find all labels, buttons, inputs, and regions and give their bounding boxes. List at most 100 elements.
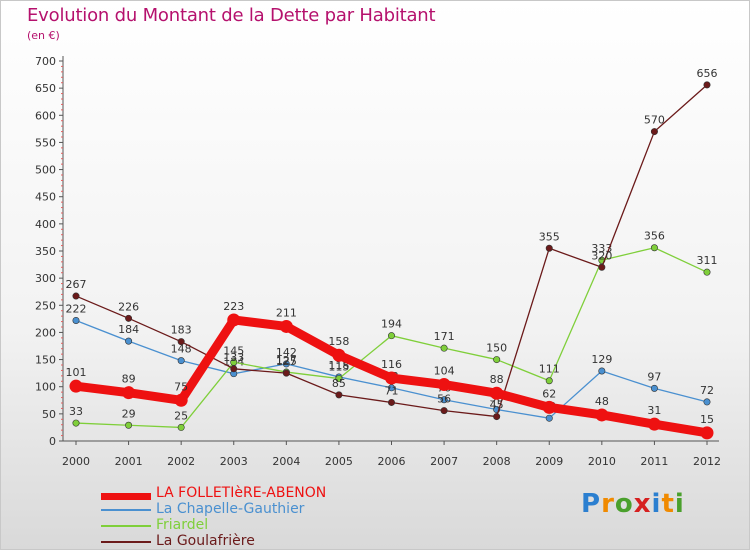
legend-swatch bbox=[101, 525, 151, 527]
y-tick-label: 250 bbox=[35, 299, 56, 312]
data-label: 31 bbox=[647, 404, 661, 417]
data-point bbox=[545, 414, 553, 422]
data-point bbox=[279, 319, 293, 333]
data-label: 29 bbox=[122, 407, 136, 420]
legend-item-friardel: Friardel bbox=[101, 517, 401, 534]
data-point bbox=[122, 386, 136, 400]
y-tick-label: 400 bbox=[35, 218, 56, 231]
data-label: 656 bbox=[697, 67, 718, 80]
data-point bbox=[545, 244, 553, 252]
x-tick-label: 2003 bbox=[220, 455, 248, 468]
data-point bbox=[387, 398, 395, 406]
data-label: 570 bbox=[644, 114, 665, 127]
data-point bbox=[72, 292, 80, 300]
data-point bbox=[385, 371, 398, 385]
data-point bbox=[703, 398, 711, 406]
data-label: 125 bbox=[276, 355, 297, 368]
data-point bbox=[650, 128, 658, 136]
data-label: 145 bbox=[223, 344, 244, 357]
data-point bbox=[490, 386, 504, 400]
data-label: 222 bbox=[66, 302, 87, 315]
data-label: 15 bbox=[700, 413, 714, 426]
data-label: 320 bbox=[591, 249, 612, 262]
y-tick-label: 350 bbox=[35, 245, 56, 258]
data-point bbox=[387, 384, 395, 392]
data-point bbox=[177, 357, 185, 365]
x-tick-label: 2004 bbox=[272, 455, 300, 468]
data-point bbox=[282, 360, 290, 368]
data-label: 88 bbox=[490, 373, 504, 386]
data-point bbox=[598, 367, 606, 375]
x-tick-label: 2001 bbox=[115, 455, 143, 468]
x-tick-label: 2009 bbox=[535, 455, 563, 468]
logo-letter: i bbox=[674, 489, 685, 519]
data-label: 89 bbox=[122, 373, 136, 386]
data-label: 111 bbox=[539, 363, 560, 376]
x-tick-label: 2005 bbox=[325, 455, 353, 468]
legend-swatch bbox=[101, 509, 151, 511]
data-point bbox=[125, 337, 133, 345]
y-tick-label: 300 bbox=[35, 272, 56, 285]
data-point bbox=[72, 316, 80, 324]
x-tick-label: 2000 bbox=[62, 455, 90, 468]
legend-item-chapelle-gauthier: La Chapelle-Gauthier bbox=[101, 501, 401, 518]
logo-letter: P bbox=[581, 489, 602, 519]
legend-swatch bbox=[101, 493, 151, 500]
data-point bbox=[335, 375, 343, 383]
data-label: 72 bbox=[700, 384, 714, 397]
data-label: 116 bbox=[381, 358, 402, 371]
data-label: 62 bbox=[542, 387, 556, 400]
data-label: 45 bbox=[490, 399, 504, 412]
data-label: 48 bbox=[595, 395, 609, 408]
data-label: 129 bbox=[591, 353, 612, 366]
data-label: 171 bbox=[434, 330, 455, 343]
chart-subtitle: (en €) bbox=[27, 29, 60, 42]
y-tick-label: 700 bbox=[35, 55, 56, 68]
legend-item-folletiere: LA FOLLETIèRE-ABENON bbox=[101, 485, 401, 502]
data-point bbox=[227, 313, 241, 327]
data-point bbox=[703, 81, 711, 89]
legend-label: La Goulafrière bbox=[156, 533, 255, 549]
x-tick-label: 2002 bbox=[167, 455, 195, 468]
data-label: 223 bbox=[223, 300, 244, 313]
data-label: 115 bbox=[328, 361, 349, 374]
y-tick-label: 550 bbox=[35, 136, 56, 149]
chart-title: Evolution du Montant de la Dette par Hab… bbox=[27, 5, 436, 26]
data-point bbox=[387, 332, 395, 340]
data-point bbox=[493, 356, 501, 364]
proxiti-logo: Proxiti bbox=[581, 489, 685, 519]
data-label: 356 bbox=[644, 230, 665, 243]
logo-letter: x bbox=[633, 489, 652, 519]
x-tick-label: 2006 bbox=[378, 455, 406, 468]
data-point bbox=[335, 391, 343, 399]
data-point bbox=[542, 400, 556, 414]
data-label: 85 bbox=[332, 377, 346, 390]
legend-item-goulafriere: La Goulafrière bbox=[101, 533, 401, 550]
logo-letter: o bbox=[614, 489, 634, 519]
legend-label: La Chapelle-Gauthier bbox=[156, 501, 305, 517]
y-tick-label: 450 bbox=[35, 191, 56, 204]
data-point bbox=[282, 369, 290, 377]
data-point bbox=[703, 268, 711, 276]
y-tick-label: 200 bbox=[35, 326, 56, 339]
legend-label: Friardel bbox=[156, 517, 209, 533]
data-point bbox=[440, 396, 448, 404]
data-label: 158 bbox=[328, 335, 349, 348]
data-label: 71 bbox=[385, 384, 399, 397]
y-tick-label: 50 bbox=[42, 408, 56, 421]
data-label: 25 bbox=[174, 409, 188, 422]
data-label: 142 bbox=[276, 346, 297, 359]
data-point bbox=[493, 413, 501, 421]
data-point bbox=[598, 263, 606, 271]
data-label: 311 bbox=[697, 254, 718, 267]
data-label: 148 bbox=[171, 343, 192, 356]
data-point bbox=[650, 244, 658, 252]
y-tick-label: 600 bbox=[35, 109, 56, 122]
data-label: 127 bbox=[276, 354, 297, 367]
data-point bbox=[72, 419, 80, 427]
data-point bbox=[700, 426, 714, 440]
data-label: 184 bbox=[118, 323, 139, 336]
data-label: 75 bbox=[174, 380, 188, 393]
